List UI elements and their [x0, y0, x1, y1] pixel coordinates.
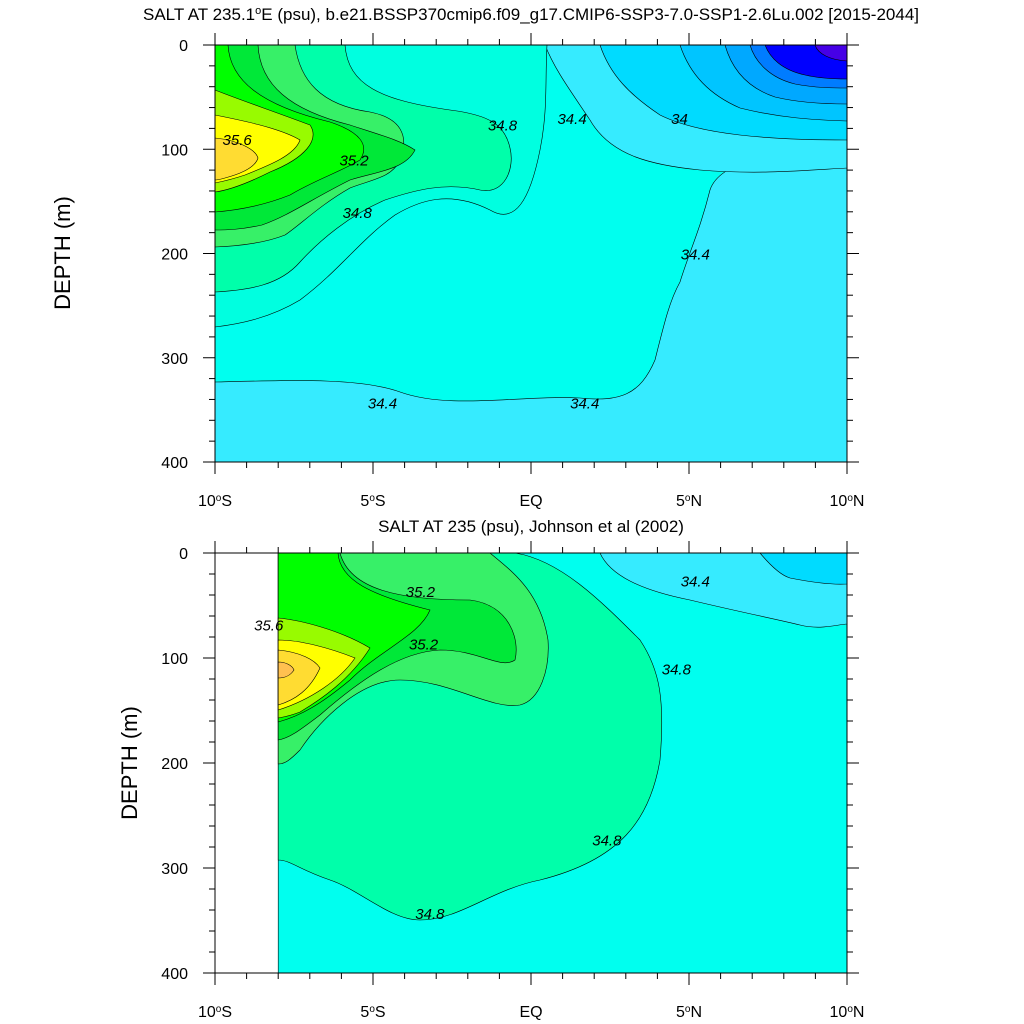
- top-panel-axes: 0 100 200 300 400 10oS 5oS EQ 5oN 10oN: [161, 33, 864, 510]
- contour-label: 35.2: [409, 636, 439, 653]
- y-tick-label: 200: [161, 756, 188, 773]
- x-tick-label: 10oS: [198, 493, 232, 511]
- contour-label: 34.8: [488, 117, 518, 134]
- x-tick-label: 10oS: [198, 1004, 232, 1022]
- bottom-panel-contour-labels: 35.6 35.2 35.2 34.4 34.8 34.8 34.8: [254, 573, 710, 923]
- bottom-panel-axes: 0 100 200 300 400 10oS 5oS EQ 5oN 10oN: [161, 541, 864, 1021]
- x-tick-label: 10oN: [830, 493, 865, 511]
- contour-label: 35.2: [406, 584, 436, 601]
- contour-label: 34.4: [570, 396, 599, 413]
- contour-fill-south-36.2-plus: [277, 661, 295, 679]
- bottom-panel: SALT AT 235 (psu), Johnson et al (2002) …: [117, 517, 864, 1021]
- y-tick-label: 100: [161, 651, 188, 668]
- y-tick-label: 0: [179, 546, 188, 563]
- bottom-panel-y-axis-label: DEPTH (m): [117, 706, 142, 820]
- y-tick-label: 300: [161, 861, 188, 878]
- y-tick-label: 300: [161, 351, 188, 368]
- x-tick-label: 10oN: [830, 1004, 865, 1022]
- contour-label: 35.2: [339, 153, 369, 170]
- top-panel: SALT AT 235.1oE (psu), b.e21.BSSP370cmip…: [50, 5, 919, 510]
- contour-label: 34.8: [343, 205, 373, 222]
- contour-label: 35.6: [254, 617, 284, 634]
- y-tick-label: 200: [161, 247, 188, 264]
- y-tick-label: 400: [161, 966, 188, 983]
- contour-label: 35.6: [223, 132, 253, 149]
- top-panel-title: SALT AT 235.1oE (psu), b.e21.BSSP370cmip…: [143, 5, 919, 24]
- contour-label: 34.4: [681, 573, 710, 590]
- top-panel-y-axis-label: DEPTH (m): [50, 196, 75, 310]
- y-tick-label: 100: [161, 142, 188, 159]
- top-panel-filled-contours: [214, 44, 848, 463]
- contour-fill-south-36.0-plus: [214, 137, 259, 181]
- contour-label: 34.4: [557, 111, 586, 128]
- contour-fill-deep-34.2-34.4-band: [214, 149, 848, 463]
- contour-label: 34.8: [592, 833, 622, 850]
- contour-label: 34.8: [662, 662, 692, 679]
- contour-fill-south-36.0-plus: [277, 649, 321, 706]
- y-tick-label: 0: [179, 38, 188, 55]
- contour-label: 34.4: [681, 247, 710, 264]
- contour-fill-north-34.0-34.2: [759, 552, 848, 585]
- x-tick-label: 5oS: [360, 1004, 385, 1022]
- contour-label: 34.8: [415, 906, 445, 923]
- y-tick-label: 400: [161, 455, 188, 472]
- x-tick-label: EQ: [519, 493, 542, 510]
- x-tick-label: 5oS: [360, 493, 385, 511]
- x-tick-label: 5oN: [676, 1004, 702, 1022]
- bottom-panel-filled-contours: [277, 552, 848, 974]
- contour-label: 34.4: [368, 396, 397, 413]
- x-tick-label: 5oN: [676, 493, 702, 511]
- bottom-panel-title: SALT AT 235 (psu), Johnson et al (2002): [378, 517, 684, 536]
- contour-label: 34: [671, 111, 688, 128]
- top-panel-contour-labels: 35.6 35.2 34.8 34.8 34.4 34 34.4 34.4 34.4: [223, 111, 710, 413]
- x-tick-label: EQ: [519, 1004, 542, 1021]
